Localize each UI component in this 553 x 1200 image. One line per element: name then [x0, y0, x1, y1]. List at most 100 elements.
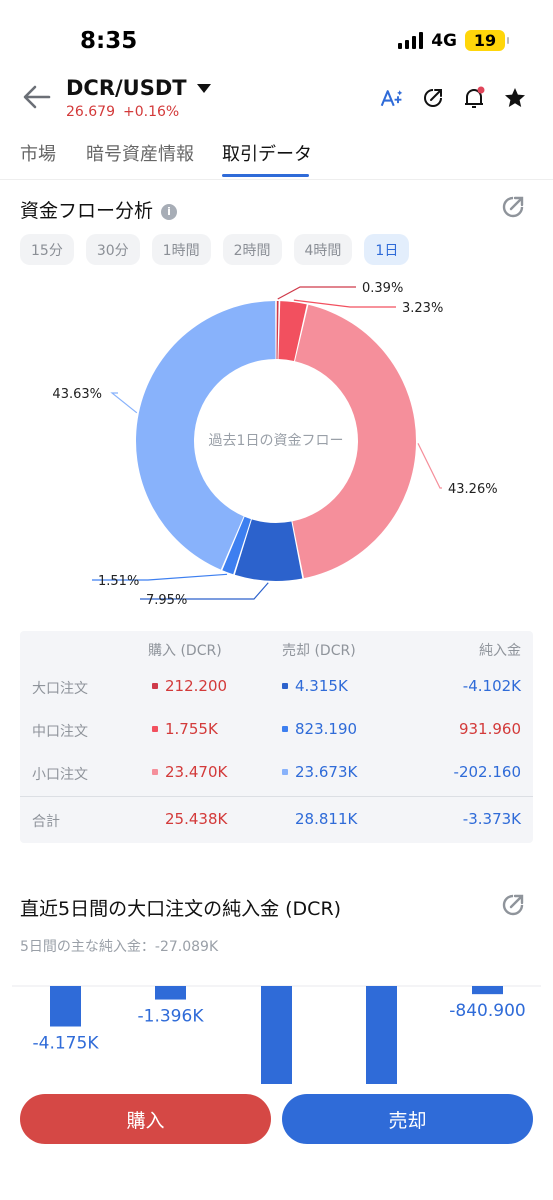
- donut-leader-1: [293, 299, 396, 308]
- sell-medium-value: 823.190: [295, 720, 358, 738]
- donut-slice-0: [276, 301, 279, 360]
- net-inflow-title: 直近5日間の大口注文の純入金 (DCR): [20, 898, 342, 920]
- donut-slice-4: [222, 516, 251, 575]
- period-selector: 15分 30分 1時間 2時間 4時間 1日: [20, 234, 410, 265]
- cell-net-total: -3.373K: [462, 810, 521, 828]
- row-label-medium: 中口注文: [32, 724, 88, 740]
- cell-net-small: -202.160: [453, 763, 521, 781]
- donut-leader-0: [277, 286, 356, 300]
- bar-day-4: [472, 986, 503, 995]
- flow-table: 購入 (DCR) 売却 (DCR) 純入金 大口注文 212.200 4.315…: [20, 631, 533, 843]
- donut-leader-3: [140, 582, 269, 600]
- capital-flow-share-icon[interactable]: [500, 194, 526, 220]
- sell-small-marker: [282, 769, 288, 775]
- notification-bell-icon[interactable]: [462, 86, 486, 110]
- cell-net-medium: 931.960: [458, 720, 521, 738]
- buy-small-value: 23.470K: [165, 763, 228, 781]
- donut-slice-2: [292, 304, 417, 579]
- signal-icon: [398, 32, 424, 49]
- tab-crypto-info[interactable]: 暗号資産情報: [86, 144, 194, 165]
- bar-day-0: [50, 986, 81, 1027]
- chevron-down-icon: [196, 83, 211, 93]
- donut-label-0: 0.39%: [362, 281, 403, 296]
- table-divider: [20, 796, 533, 797]
- tab-trading-data[interactable]: 取引データ: [222, 144, 312, 165]
- sell-large-value: 4.315K: [295, 677, 348, 695]
- active-tab-indicator: [222, 174, 309, 177]
- ai-assistant-icon[interactable]: [380, 86, 404, 110]
- period-1h[interactable]: 1時間: [151, 234, 211, 265]
- capital-flow-title: 資金フロー分析 i: [20, 196, 178, 223]
- back-arrow-icon[interactable]: [22, 84, 52, 110]
- buy-large-marker: [152, 683, 158, 689]
- price-change: +0.16%: [123, 104, 180, 120]
- row-label-small: 小口注文: [32, 767, 88, 783]
- sell-medium-marker: [282, 726, 288, 732]
- donut-slice-5: [135, 301, 276, 570]
- donut-label-1: 3.23%: [402, 301, 443, 316]
- cell-buy-medium: 1.755K: [152, 720, 218, 738]
- sell-large-marker: [282, 683, 288, 689]
- price-row: 26.679 +0.16%: [66, 104, 179, 120]
- network-type: 4G: [431, 30, 457, 51]
- period-2h[interactable]: 2時間: [222, 234, 282, 265]
- bar-label-4: -840.900: [449, 1001, 525, 1021]
- tab-bar: 市場 暗号資産情報 取引データ: [0, 136, 553, 180]
- row-label-large: 大口注文: [32, 681, 88, 697]
- capital-flow-title-text: 資金フロー分析: [20, 200, 154, 222]
- period-4h[interactable]: 4時間: [293, 234, 353, 265]
- buy-small-marker: [152, 769, 158, 775]
- donut-slice-1: [278, 301, 307, 362]
- pair-name: DCR/USDT: [66, 76, 187, 100]
- buy-medium-marker: [152, 726, 158, 732]
- bar-day-1: [155, 986, 186, 1000]
- cell-net-large: -4.102K: [462, 677, 521, 695]
- cell-sell-large: 4.315K: [282, 677, 348, 695]
- header-sell: 売却 (DCR): [282, 643, 356, 659]
- share-icon[interactable]: [421, 86, 445, 110]
- sell-small-value: 23.673K: [295, 763, 358, 781]
- bar-day-2: [261, 986, 292, 1084]
- donut-leader-5: [110, 392, 138, 414]
- cell-sell-small: 23.673K: [282, 763, 357, 781]
- bar-label-1: -1.396K: [138, 1007, 205, 1027]
- donut-leader-2: [417, 443, 442, 489]
- donut-label-2: 43.26%: [448, 482, 498, 497]
- net-inflow-subtitle: 5日間の主な純入金：-27.089K: [20, 939, 219, 955]
- cell-sell-medium: 823.190: [282, 720, 357, 738]
- info-icon[interactable]: i: [161, 203, 178, 220]
- period-15m[interactable]: 15分: [20, 234, 74, 265]
- buy-button[interactable]: 購入: [20, 1094, 271, 1144]
- tab-market[interactable]: 市場: [20, 144, 56, 165]
- status-indicators: 4G 19: [398, 30, 509, 51]
- net-inflow-share-icon[interactable]: [500, 892, 526, 918]
- donut-label-4: 1.51%: [98, 574, 139, 589]
- status-time: 8:35: [80, 28, 138, 54]
- header-actions: [380, 86, 527, 110]
- donut-leader-4: [92, 573, 228, 581]
- buy-large-value: 212.200: [165, 677, 228, 695]
- last-price: 26.679: [66, 104, 115, 120]
- favorite-star-icon[interactable]: [503, 86, 527, 110]
- donut-center-label: 過去1日の資金フロー: [209, 433, 344, 449]
- bar-day-3: [366, 986, 397, 1084]
- period-30m[interactable]: 30分: [85, 234, 140, 265]
- pair-selector[interactable]: DCR/USDT: [66, 76, 211, 100]
- header-buy: 購入 (DCR): [148, 643, 222, 659]
- cell-buy-total: 25.438K: [165, 810, 228, 828]
- battery-icon: 19: [465, 30, 509, 51]
- cell-buy-small: 23.470K: [152, 763, 227, 781]
- capital-flow-donut-chart: 0.39% 3.23% 43.26% 7.95% 1.51% 43.63% 過去1日の資金フ…: [52, 281, 498, 608]
- header-net: 純入金: [479, 643, 521, 659]
- cell-sell-total: 28.811K: [295, 810, 358, 828]
- status-bar: 8:35 4G 19: [0, 0, 553, 80]
- bar-label-0: -4.175K: [33, 1034, 100, 1054]
- sell-button[interactable]: 売却: [282, 1094, 533, 1144]
- net-inflow-bar-chart: -4.175K -1.396K -840.900: [12, 985, 541, 1084]
- header: DCR/USDT 26.679 +0.16%: [0, 72, 553, 124]
- period-1d[interactable]: 1日: [364, 234, 410, 265]
- buy-medium-value: 1.755K: [165, 720, 218, 738]
- row-label-total: 合計: [32, 814, 60, 830]
- donut-slice-3: [234, 519, 303, 581]
- cell-buy-large: 212.200: [152, 677, 227, 695]
